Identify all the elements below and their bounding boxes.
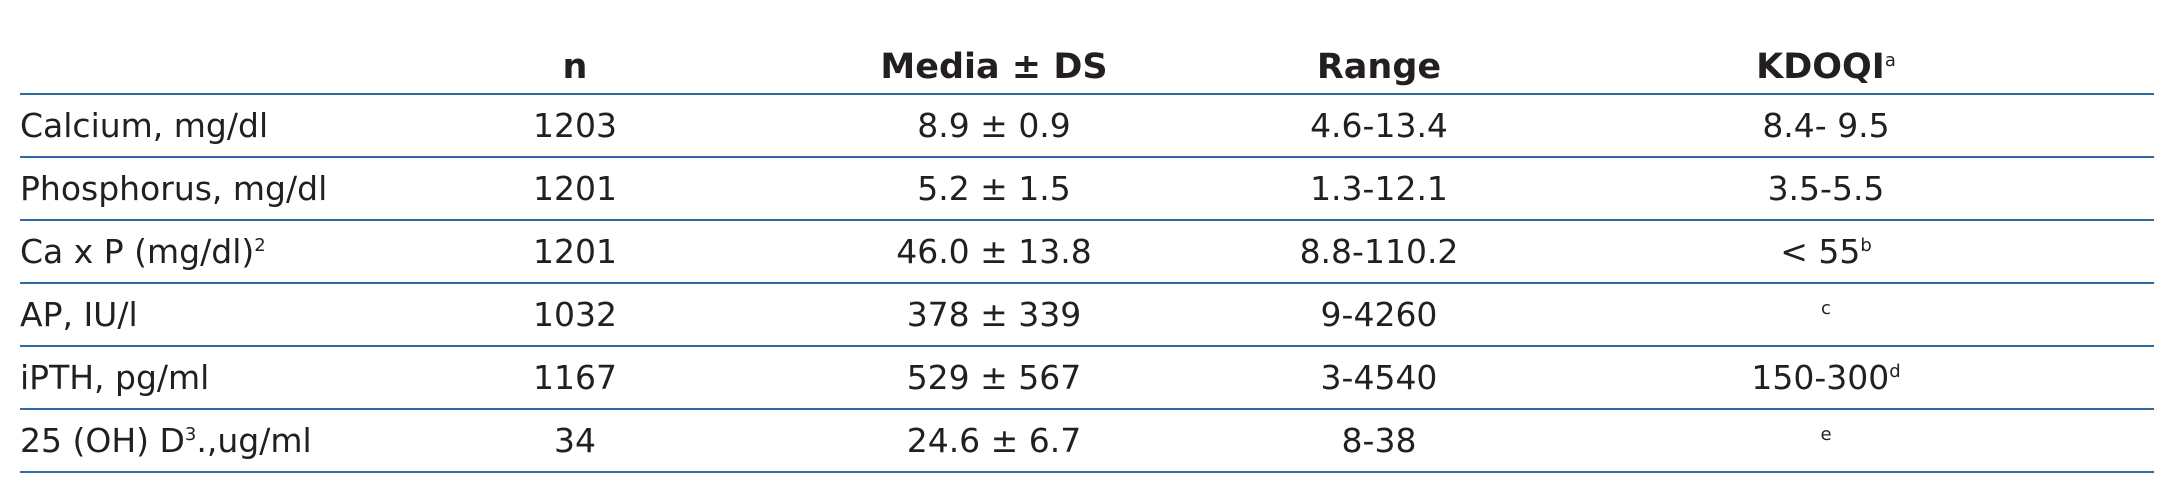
row-label: 25 (OH) D3.,ug/ml — [20, 410, 520, 472]
header-cell: n — [562, 47, 588, 87]
table-cell: 1203 — [533, 106, 617, 145]
table-row: Calcium, mg/dl 1203 8.9 ± 0.9 4.6-13.4 8.4- … — [0, 95, 2178, 157]
row-rule — [20, 282, 2154, 284]
cell-text: < 55 — [1780, 232, 1861, 271]
table-cell: 8-38 — [1341, 421, 1417, 460]
table-row: AP, IU/l 1032 378 ± 339 9-4260 c — [0, 284, 2178, 346]
row-label: iPTH, pg/ml — [20, 358, 210, 397]
table-cell: 150-300d — [1626, 347, 2026, 409]
row-label: Ca x P (mg/dl)2 — [20, 221, 520, 283]
table-cell: 4.6-13.4 — [1310, 106, 1448, 145]
superscript: d — [1889, 361, 1901, 382]
superscript: 3 — [184, 424, 197, 445]
row-label: Phosphorus, mg/dl — [20, 169, 328, 208]
table-row: Ca x P (mg/dl)2 1201 46.0 ± 13.8 8.8-110.2 <… — [0, 221, 2178, 283]
superscript: 2 — [254, 235, 266, 256]
table-cell: 24.6 ± 6.7 — [906, 421, 1082, 460]
cell-text: Ca x P (mg/dl) — [20, 232, 255, 271]
table-row: iPTH, pg/ml 1167 529 ± 567 3-4540 150-300d — [0, 347, 2178, 409]
table-cell: 1032 — [533, 295, 617, 334]
superscript: b — [1860, 235, 1872, 256]
table-cell: 46.0 ± 13.8 — [896, 232, 1092, 271]
table-cell: c — [1626, 284, 2026, 346]
row-rule — [20, 408, 2154, 410]
table-cell: 5.2 ± 1.5 — [917, 169, 1071, 208]
header-cell: Range — [1316, 47, 1442, 87]
table-cell: 8.8-110.2 — [1299, 232, 1459, 271]
table-cell: e — [1626, 410, 2026, 472]
header-row: n Media ± DS Range KDOQIa — [0, 36, 2178, 98]
table-cell: 1.3-12.1 — [1310, 169, 1448, 208]
superscript: a — [1884, 50, 1896, 71]
table-cell: 3-4540 — [1320, 358, 1438, 397]
row-label: AP, IU/l — [20, 295, 138, 334]
table-cell: 378 ± 339 — [906, 295, 1082, 334]
table-row: Phosphorus, mg/dl 1201 5.2 ± 1.5 1.3-12.1 3.… — [0, 158, 2178, 220]
table-cell: 9-4260 — [1320, 295, 1438, 334]
row-rule — [20, 156, 2154, 158]
table-cell: 1201 — [533, 232, 617, 271]
table-cell: < 55b — [1626, 221, 2026, 283]
cell-text: 25 (OH) D — [20, 421, 185, 460]
superscript: c — [1821, 298, 1831, 319]
header-cell: Media ± DS — [880, 47, 1108, 87]
superscript: e — [1820, 424, 1832, 445]
table-cell: 34 — [554, 421, 596, 460]
row-rule — [20, 219, 2154, 221]
row-rule — [20, 471, 2154, 473]
row-rule — [20, 345, 2154, 347]
table-cell: 1167 — [533, 358, 617, 397]
row-rule — [20, 93, 2154, 95]
row-label: Calcium, mg/dl — [20, 106, 269, 145]
table-row: 25 (OH) D3.,ug/ml 34 24.6 ± 6.7 8-38 e — [0, 410, 2178, 472]
cell-text: .,ug/ml — [196, 421, 312, 460]
table-cell: 3.5-5.5 — [1767, 169, 1885, 208]
table-cell: 8.4- 9.5 — [1762, 106, 1890, 145]
cell-text: KDOQI — [1756, 47, 1885, 87]
table-cell: 8.9 ± 0.9 — [917, 106, 1071, 145]
table-cell: 1201 — [533, 169, 617, 208]
table-cell: 529 ± 567 — [906, 358, 1082, 397]
cell-text: 150-300 — [1751, 358, 1890, 397]
header-cell: KDOQIa — [1626, 36, 2026, 98]
